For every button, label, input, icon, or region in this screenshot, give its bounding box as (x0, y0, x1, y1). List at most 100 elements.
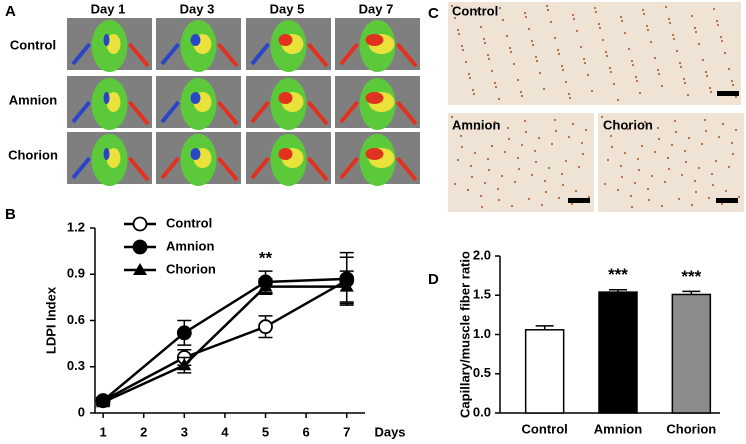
capillary (636, 157, 640, 161)
capillary (671, 33, 675, 37)
capillary (720, 39, 724, 43)
capillary (697, 42, 701, 46)
perfusion-core (190, 148, 201, 160)
capillary (582, 57, 586, 61)
capillary (557, 52, 561, 56)
capillary (626, 127, 630, 131)
capillary (490, 69, 494, 73)
perfusion-limb (160, 42, 181, 66)
capillary (731, 152, 735, 156)
panel-label: D (428, 271, 439, 288)
bar (598, 291, 638, 414)
capillary (577, 165, 581, 169)
capillary (571, 13, 575, 17)
capillary (472, 92, 476, 96)
capillary (553, 36, 557, 40)
capillary (660, 204, 664, 208)
x-tick-label: 5 (262, 424, 269, 439)
perfusion-core (365, 92, 384, 104)
y-axis-label: LDPI Index (43, 286, 58, 354)
capillary (730, 141, 734, 145)
capillary (609, 134, 613, 138)
perfusion-hot (106, 92, 121, 112)
capillary (719, 35, 723, 39)
significance: *** (608, 265, 628, 284)
capillary (667, 167, 671, 171)
y-tick-label: 0 (78, 404, 85, 419)
x-tick-label: 7 (343, 424, 350, 439)
capillary (487, 168, 491, 172)
x-tick-label: Amnion (594, 421, 642, 436)
perfusion-core (103, 148, 110, 160)
capillary (524, 130, 528, 134)
capillary (684, 160, 688, 164)
capillary (627, 47, 631, 51)
capillary (468, 76, 472, 80)
capillary (546, 8, 550, 12)
capillary (647, 198, 651, 202)
capillary (487, 57, 491, 61)
capillary (498, 6, 502, 10)
capillary (711, 183, 715, 187)
capillary (734, 128, 738, 132)
capillary (635, 79, 639, 83)
capillary (494, 85, 498, 89)
perfusion-limb (395, 156, 418, 182)
capillary (601, 38, 605, 42)
capillary (542, 87, 546, 91)
capillary (467, 72, 471, 76)
column-header: Day 3 (180, 1, 215, 16)
bar (671, 293, 712, 414)
capillary (674, 130, 678, 134)
capillary (682, 77, 686, 81)
annotation: ** (259, 249, 273, 268)
capillary (564, 80, 568, 84)
capillary (584, 128, 588, 132)
capillary (704, 70, 708, 74)
capillary (723, 51, 727, 55)
x-tick-label: 1 (100, 424, 107, 439)
capillary (574, 189, 578, 193)
perfusion-limb (395, 100, 418, 126)
perfusion-limb (306, 42, 329, 68)
legend-label: Chorion (166, 261, 216, 276)
capillary (503, 150, 507, 154)
capillary (510, 204, 514, 208)
capillary (486, 53, 490, 57)
marker (96, 395, 111, 408)
marker (258, 279, 273, 292)
capillary (579, 45, 583, 49)
capillary (544, 190, 548, 194)
capillary (466, 188, 470, 192)
capillary (470, 175, 474, 179)
perfusion-limb (395, 42, 418, 68)
capillary (543, 179, 547, 183)
capillary (731, 83, 735, 87)
capillary (707, 196, 711, 200)
capillary (580, 141, 584, 145)
capillary (469, 164, 473, 168)
capillary (538, 71, 542, 75)
capillary (586, 73, 590, 77)
capillary (619, 15, 623, 19)
capillary (453, 16, 457, 20)
capillary (560, 64, 564, 68)
capillary (660, 84, 664, 88)
capillary (714, 159, 718, 163)
capillary (620, 175, 624, 179)
capillary (675, 49, 679, 53)
perfusion-limb (306, 100, 329, 126)
y-tick-label: 2.0 (473, 247, 491, 262)
y-tick-label: 0.5 (473, 365, 491, 380)
capillary (645, 24, 649, 28)
capillary (516, 78, 520, 82)
capillary (575, 29, 579, 33)
capillary (506, 126, 510, 130)
perfusion-limb (127, 156, 150, 182)
capillary (631, 63, 635, 67)
marker (258, 319, 273, 335)
legend-marker (132, 239, 148, 255)
perfusion-hot (106, 34, 121, 54)
capillary (693, 179, 697, 183)
capillary (581, 152, 585, 156)
